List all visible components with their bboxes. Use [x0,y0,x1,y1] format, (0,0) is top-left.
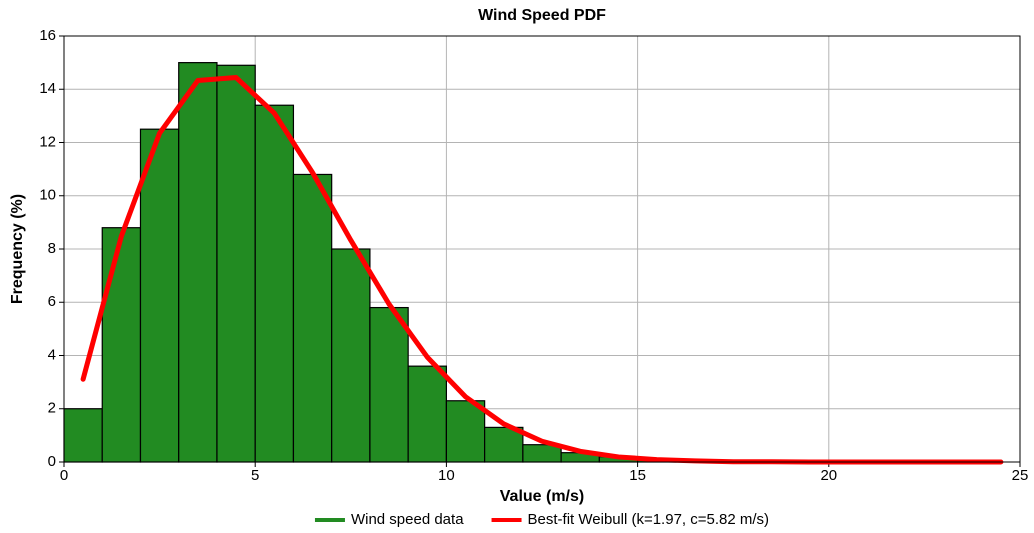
x-tick-label: 10 [438,467,455,484]
x-tick-label: 20 [820,467,837,484]
histogram-bar [139,128,180,463]
y-tick-label: 10 [39,187,56,204]
plot-border [63,35,1021,463]
x-tick-label: 5 [251,467,259,484]
y-tick-label: 6 [48,293,56,310]
y-axis-label: Frequency (%) [9,194,26,304]
histogram-bar [331,248,371,463]
histogram-bar [369,306,409,463]
y-tick-label: 4 [48,346,56,363]
histogram-bar [292,173,333,463]
histogram-bar [101,227,142,463]
y-tick-label: 12 [39,133,56,150]
histogram-bar [407,365,448,463]
x-axis-label: Value (m/s) [500,488,584,505]
y-tick-label: 0 [48,453,56,470]
y-tick-label: 2 [48,400,56,417]
x-tick-label: 0 [60,467,68,484]
legend-label: Best-fit Weibull (k=1.97, c=5.82 m/s) [528,511,770,528]
histogram-bar [178,62,218,463]
x-tick-label: 25 [1012,467,1029,484]
y-tick-label: 14 [39,80,56,97]
y-tick-label: 8 [48,240,56,257]
histogram-bar [445,400,486,463]
histogram-bar [254,104,295,463]
chart-title: Wind Speed PDF [478,7,606,24]
histogram-bar [63,408,103,463]
legend: Wind speed data Best-fit Weibull (k=1.97,… [314,511,770,528]
y-tick-label: 16 [39,27,56,44]
legend-label: Wind speed data [351,511,464,528]
x-tick-label: 15 [629,467,646,484]
histogram-bar [216,64,256,463]
